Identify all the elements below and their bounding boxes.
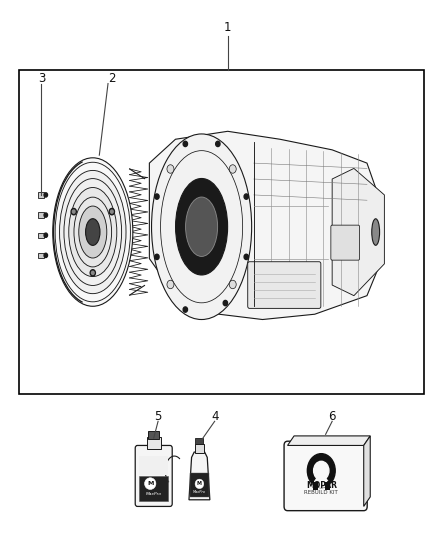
Polygon shape [332,168,385,296]
Text: M: M [197,481,202,487]
Ellipse shape [53,158,133,306]
Ellipse shape [85,219,100,245]
Text: 5: 5 [154,409,162,423]
Bar [19,70,424,394]
Circle shape [314,461,329,480]
Text: 4: 4 [211,409,219,423]
Ellipse shape [195,479,204,489]
Ellipse shape [145,478,156,489]
Circle shape [215,141,220,147]
Ellipse shape [152,134,252,319]
Ellipse shape [176,179,228,275]
Text: 3: 3 [38,72,45,85]
Circle shape [167,165,174,173]
Circle shape [223,301,228,306]
Ellipse shape [79,206,107,258]
FancyBboxPatch shape [248,262,321,309]
FancyBboxPatch shape [331,225,360,260]
Circle shape [244,194,248,199]
Circle shape [44,213,47,217]
Circle shape [44,193,47,197]
Wedge shape [312,471,330,488]
Bar [39,232,45,238]
Bar [325,482,330,490]
FancyBboxPatch shape [135,446,172,506]
Bar [39,213,45,217]
Circle shape [229,280,236,289]
Circle shape [92,271,94,274]
Bar [39,253,45,258]
Circle shape [72,210,75,213]
Ellipse shape [60,171,126,294]
Circle shape [183,141,187,147]
Text: M: M [147,481,153,486]
Ellipse shape [186,197,218,256]
Polygon shape [364,436,370,506]
Circle shape [244,254,248,260]
Circle shape [307,454,335,488]
Bar [195,438,203,444]
Bar [39,192,45,198]
Circle shape [44,253,47,257]
Circle shape [90,270,95,276]
Bar [195,443,204,453]
Circle shape [109,208,114,215]
Text: 6: 6 [328,409,336,423]
Bar [139,456,168,475]
Text: 2: 2 [109,72,116,85]
Bar [147,438,161,449]
Circle shape [110,210,113,213]
Circle shape [155,194,159,199]
Text: REBUILD KIT: REBUILD KIT [304,490,338,495]
Polygon shape [288,436,370,446]
Ellipse shape [69,188,117,277]
Bar [190,473,208,497]
Text: 1: 1 [224,21,231,35]
Circle shape [71,208,76,215]
Text: MOPAR: MOPAR [306,481,337,490]
Bar [139,476,168,501]
Text: MaxPro: MaxPro [146,492,162,496]
Circle shape [183,307,187,312]
Text: MaxPro: MaxPro [193,490,206,495]
Polygon shape [189,452,210,500]
Circle shape [155,254,159,260]
Circle shape [229,165,236,173]
Circle shape [167,280,174,289]
Circle shape [44,233,47,237]
Polygon shape [149,131,380,319]
FancyBboxPatch shape [284,441,367,511]
Bar [148,431,159,439]
Ellipse shape [372,219,380,245]
Bar [313,482,318,490]
